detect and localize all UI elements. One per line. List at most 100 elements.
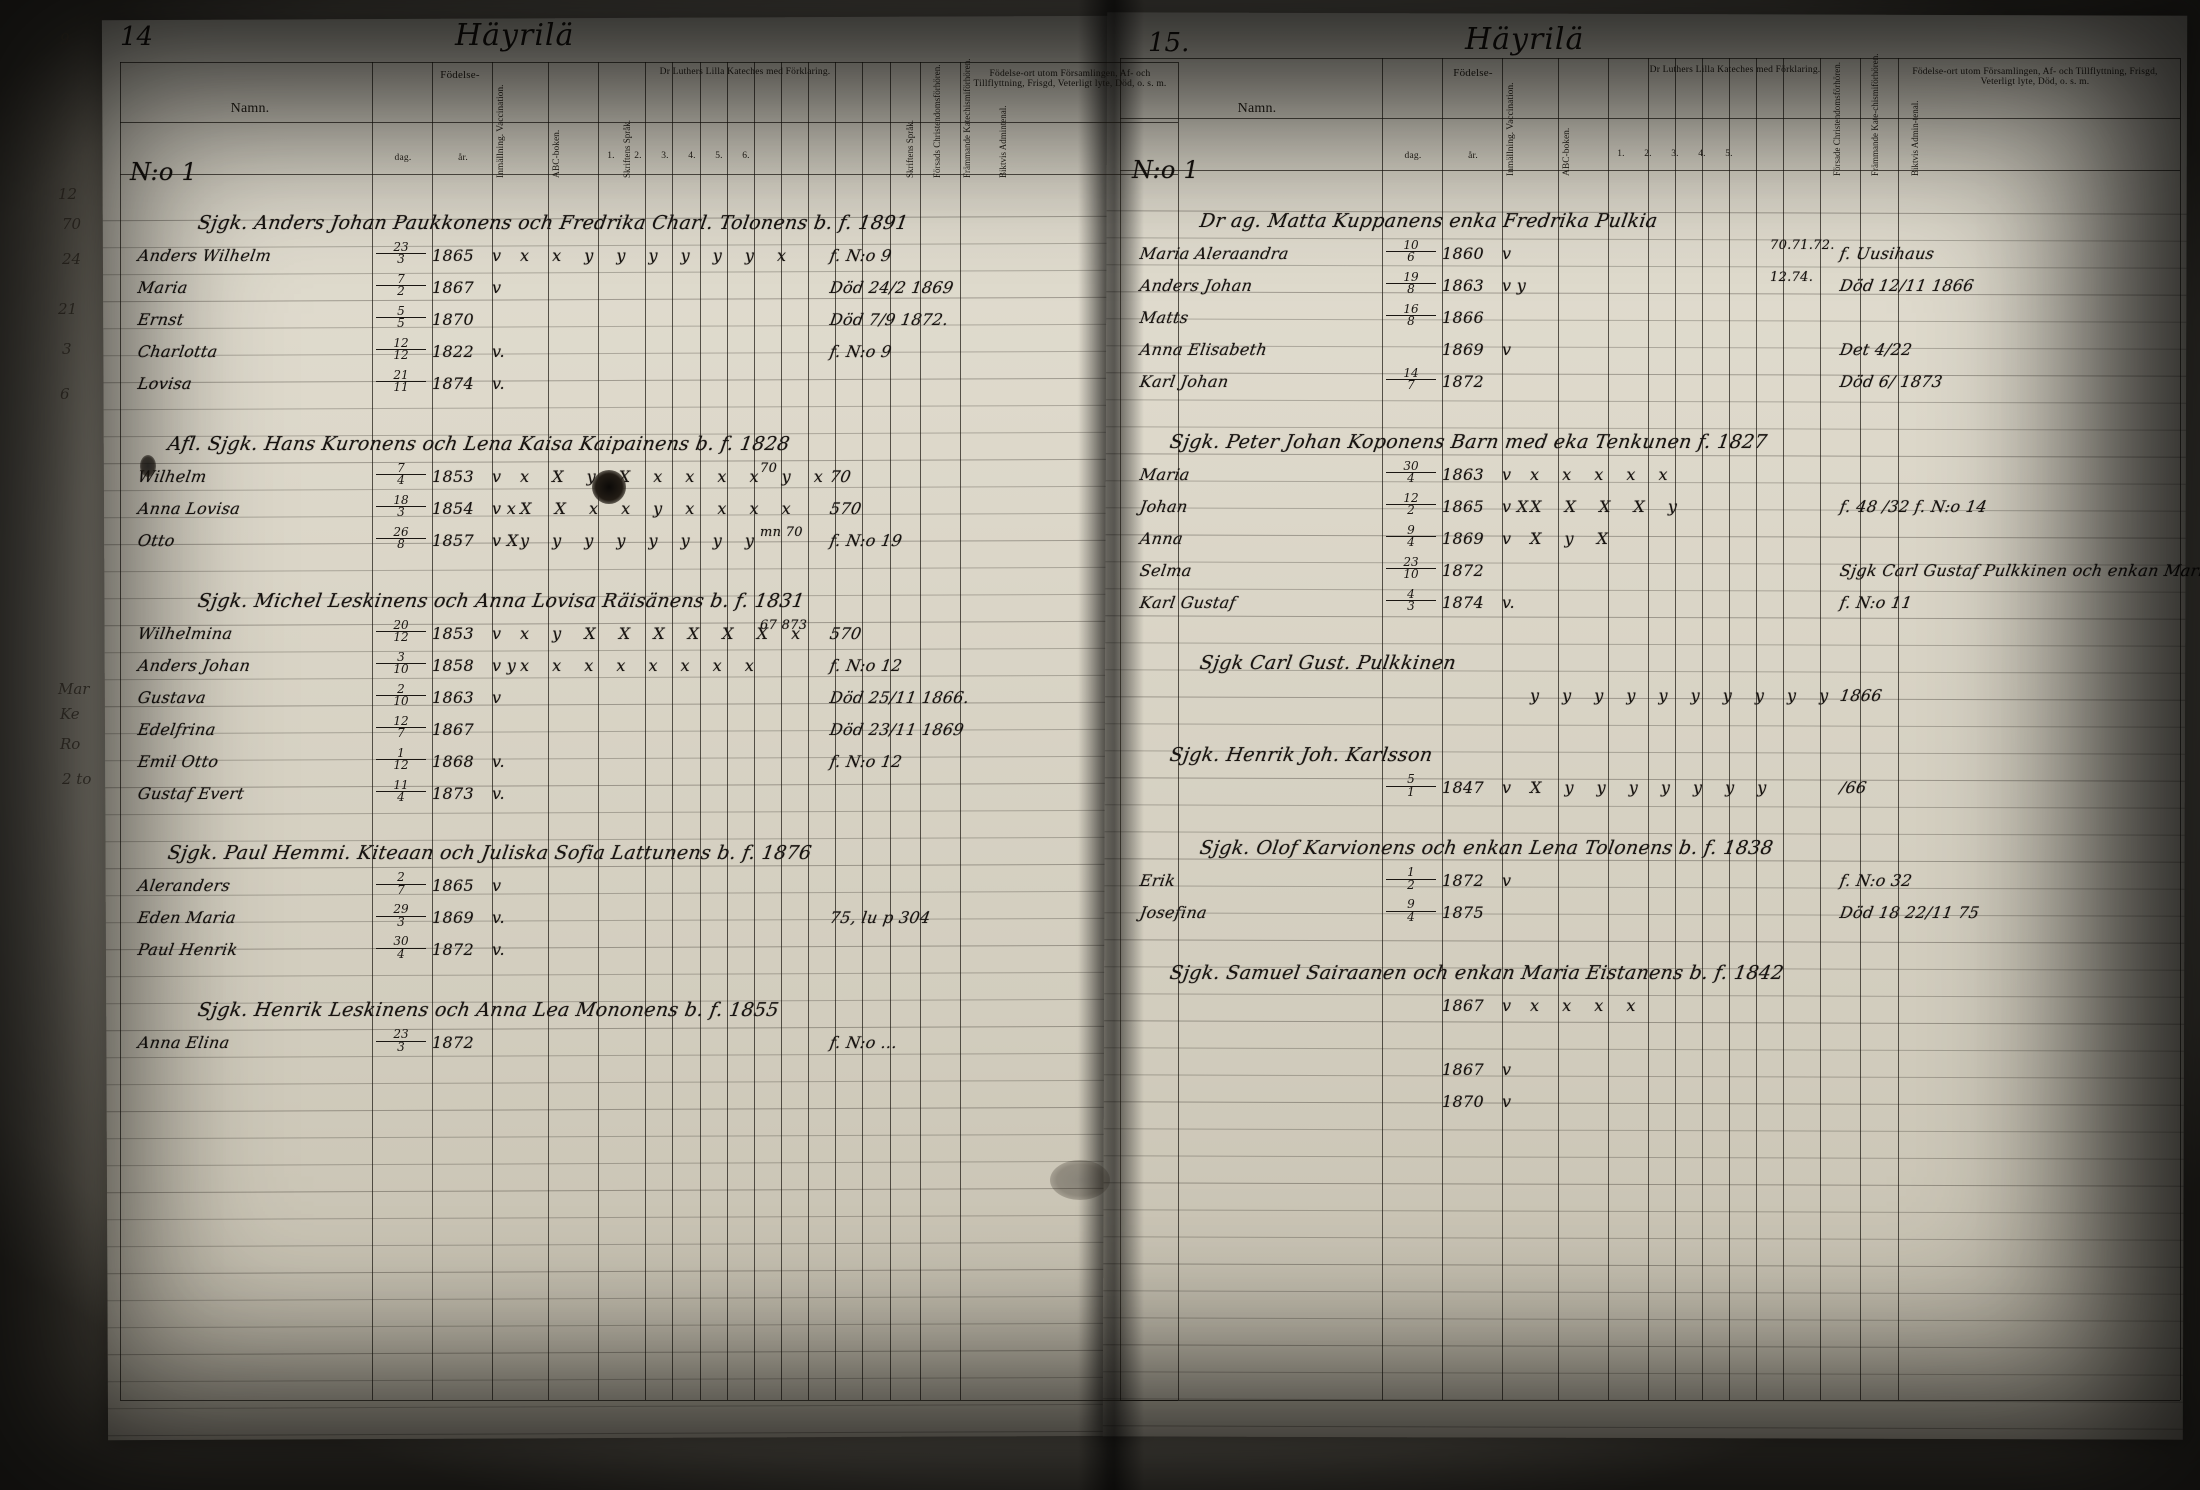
margin-note: 24 — [62, 250, 82, 268]
catechism-marks: y y y y y y y y y y — [1530, 685, 1838, 705]
birth-year: 1866 — [1442, 308, 1484, 327]
margin-note: 6 — [60, 385, 70, 403]
header-divider — [120, 1400, 1178, 1401]
member-name: Anna — [1138, 528, 1185, 548]
member-extra-note: 70.71.72. — [1770, 238, 1835, 253]
column-divider — [1675, 58, 1676, 1400]
header-divider — [1120, 118, 2180, 119]
vaccination-mark: v. — [492, 374, 505, 393]
vaccination-mark: v — [492, 246, 502, 265]
header-luther-num-6: 6. — [742, 151, 750, 161]
margin-note: 3 — [62, 340, 72, 358]
birth-year: 1870 — [1442, 1092, 1484, 1111]
margin-note: 12 — [58, 185, 78, 203]
vaccination-mark: v y — [492, 655, 517, 675]
birth-year: 1853 — [432, 623, 474, 643]
margin-note: Mar — [58, 680, 90, 698]
birth-year: 1863 — [432, 687, 474, 707]
vaccination-mark: v — [1502, 1060, 1512, 1079]
column-divider — [781, 62, 782, 1400]
catechism-marks: x x x x x — [1530, 464, 1677, 484]
birth-year: 1873 — [432, 783, 474, 803]
column-divider — [890, 62, 891, 1400]
vaccination-mark: v. — [492, 751, 505, 771]
column-divider — [835, 62, 836, 1400]
header-luther-num-5: 5. — [715, 151, 723, 161]
catechism-marks: X y X — [1530, 528, 1617, 548]
column-divider — [727, 62, 728, 1400]
family-heading: Sjgk Carl Gust. Pulkkinen — [1198, 651, 1458, 674]
column-divider — [920, 62, 921, 1400]
member-name: Maria Aleraandra — [1138, 244, 1291, 263]
birth-day: 29 3 — [376, 903, 426, 928]
vaccination-mark: v — [1502, 1092, 1512, 1111]
member-name: Anna Elisabeth — [1138, 340, 1269, 359]
birth-year: 1863 — [1442, 464, 1484, 484]
column-divider — [1608, 58, 1609, 1400]
birth-day: 12 12 — [376, 337, 426, 362]
vaccination-mark: v X — [492, 530, 519, 550]
header-dag-left: dag. — [394, 153, 412, 163]
catechism-marks: x x y y y y y y x — [520, 246, 795, 265]
member-name: Selma — [1138, 560, 1194, 580]
member-note: /66 — [1838, 778, 1869, 798]
birth-day: 3 10 — [376, 650, 426, 676]
birth-year: 1867 — [1442, 1060, 1484, 1079]
vaccination-mark: v y — [1502, 276, 1527, 295]
vaccination-mark: v. — [492, 940, 505, 960]
margin-note: Ro — [60, 735, 81, 753]
member-note: f. N:o 11 — [1838, 592, 1914, 612]
header-fodelse-right: Födelse- — [1453, 67, 1493, 79]
section-label-left: N:o 1 — [130, 158, 198, 186]
header-namn-left: Namn. — [230, 101, 270, 116]
birth-day: 23 3 — [376, 1028, 426, 1053]
header-notes-right: Födelse-ort utom Församlingen, Af- och T… — [1912, 67, 2158, 87]
member-note: Död 18 22/11 75 — [1838, 903, 1981, 923]
birth-year: 1869 — [432, 908, 474, 928]
birth-day: 20 12 — [376, 618, 426, 644]
header-dag-right: dag. — [1404, 151, 1422, 161]
birth-year: 1874 — [432, 374, 474, 393]
column-divider — [432, 62, 433, 1400]
header-luther-num-right-2: 2. — [1644, 149, 1652, 159]
column-divider — [1702, 58, 1703, 1400]
member-note: Död 12/11 1866 — [1838, 276, 1976, 295]
column-divider — [1860, 58, 1861, 1400]
column-divider — [1382, 58, 1383, 1400]
vaccination-mark: v. — [492, 342, 505, 361]
column-divider — [548, 62, 549, 1400]
header-namn-right: Namn. — [1237, 101, 1277, 116]
column-divider — [1820, 58, 1821, 1400]
section-label-right: N:o 1 — [1132, 156, 1200, 184]
column-divider — [1502, 58, 1503, 1400]
member-note: Sjgk Carl Gustaf Pulkkinen och enkan Mar… — [1838, 560, 2200, 580]
column-divider — [862, 62, 863, 1400]
column-divider — [754, 62, 755, 1400]
vaccination-mark: v x — [492, 498, 517, 518]
member-name: Karl Johan — [1138, 372, 1231, 391]
birth-day: 23 3 — [376, 241, 426, 266]
member-name: Anders Johan — [1138, 276, 1254, 295]
header-luther-num-right-5: 5. — [1725, 149, 1733, 159]
member-name: Maria — [1138, 464, 1192, 484]
member-extra-note: 67 873 — [760, 617, 808, 633]
birth-year: 1872 — [432, 1033, 474, 1053]
birth-day: 30 4 — [1386, 460, 1436, 485]
vaccination-mark: v. — [492, 783, 505, 803]
header-framman-right: Främmande Kate-chismiförhören. — [1870, 53, 1880, 176]
column-divider — [1178, 62, 1179, 1400]
birth-year: 1869 — [1442, 528, 1484, 548]
catechism-marks: x x x x — [1530, 996, 1645, 1015]
birth-year: 1822 — [432, 342, 474, 361]
column-divider — [1120, 58, 1121, 1400]
birth-year: 1875 — [1442, 903, 1484, 923]
vaccination-mark: v — [1502, 244, 1512, 263]
column-divider — [2180, 58, 2181, 1400]
birth-day: 21 11 — [376, 369, 426, 394]
